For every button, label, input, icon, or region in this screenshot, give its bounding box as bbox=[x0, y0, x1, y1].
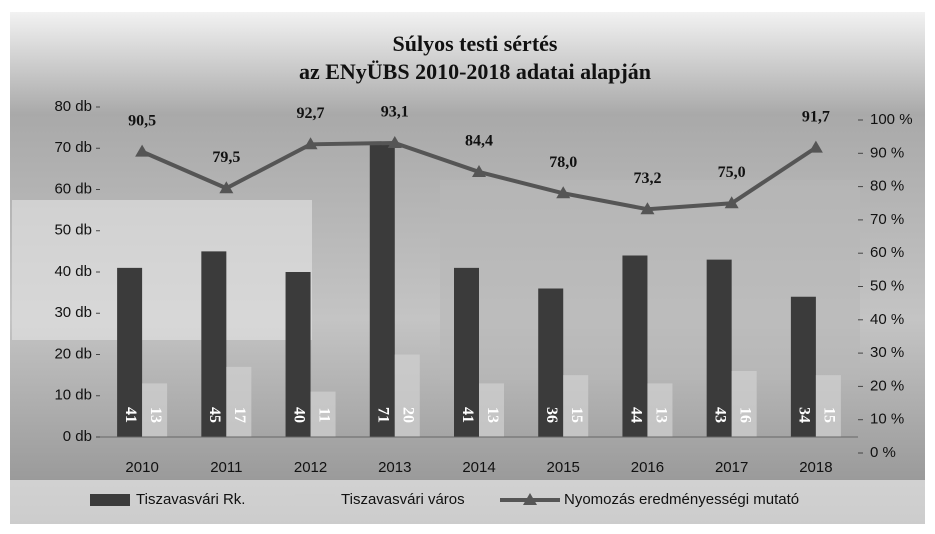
chart-title: az ENyÜBS 2010-2018 adatai alapján bbox=[299, 59, 651, 84]
bar bbox=[370, 144, 395, 437]
chart: Súlyos testi sértés az ENyÜBS 2010-2018 … bbox=[0, 0, 935, 534]
bar-value-label: 44 bbox=[627, 407, 644, 423]
bar-value-label: 45 bbox=[206, 407, 223, 423]
bar-value-label: 13 bbox=[484, 407, 501, 423]
legend-label: Nyomozás eredményességi mutató bbox=[564, 491, 799, 508]
y2-tick-label: 90 % bbox=[870, 144, 904, 161]
bar-value-label: 34 bbox=[796, 407, 813, 423]
bar bbox=[732, 371, 757, 437]
x-tick-label: 2013 bbox=[378, 459, 411, 476]
bar-value-label: 13 bbox=[147, 407, 164, 423]
y2-tick-label: 40 % bbox=[870, 311, 904, 328]
x-tick-label: 2017 bbox=[715, 459, 748, 476]
bar-value-label: 15 bbox=[821, 407, 838, 423]
bar-value-label: 41 bbox=[459, 407, 476, 423]
y2-tick-label: 30 % bbox=[870, 344, 904, 361]
y-tick-label: 60 db bbox=[54, 180, 92, 197]
y2-tick-label: 70 % bbox=[870, 211, 904, 228]
bar-value-label: 71 bbox=[375, 407, 392, 423]
bar bbox=[395, 355, 420, 438]
bar-value-label: 43 bbox=[711, 407, 728, 423]
bar-value-label: 41 bbox=[122, 407, 139, 423]
bar-value-label: 17 bbox=[231, 407, 248, 423]
line-value-label: 79,5 bbox=[212, 149, 240, 166]
legend-swatch bbox=[295, 494, 335, 506]
line-value-label: 92,7 bbox=[297, 105, 325, 122]
y-tick-label: 70 db bbox=[54, 139, 92, 156]
bar-value-label: 20 bbox=[400, 407, 417, 423]
line-value-label: 90,5 bbox=[128, 112, 156, 129]
bar bbox=[226, 367, 251, 437]
y2-tick-label: 80 % bbox=[870, 178, 904, 195]
line-value-label: 73,2 bbox=[633, 170, 661, 187]
y2-tick-label: 0 % bbox=[870, 444, 896, 461]
y2-tick-label: 60 % bbox=[870, 244, 904, 261]
bar-value-label: 15 bbox=[568, 407, 585, 423]
y-tick-label: 50 db bbox=[54, 222, 92, 239]
line-value-label: 75,0 bbox=[718, 164, 746, 181]
x-tick-label: 2010 bbox=[125, 459, 158, 476]
x-tick-label: 2012 bbox=[294, 459, 327, 476]
bar-value-label: 13 bbox=[652, 407, 669, 423]
line-value-label: 91,7 bbox=[802, 108, 830, 125]
line-value-label: 78,0 bbox=[549, 154, 577, 171]
y2-tick-label: 100 % bbox=[870, 111, 913, 128]
chart-title: Súlyos testi sértés bbox=[393, 31, 558, 56]
x-tick-label: 2015 bbox=[547, 459, 580, 476]
legend-swatch bbox=[90, 494, 130, 506]
y2-tick-label: 20 % bbox=[870, 377, 904, 394]
bar-value-label: 36 bbox=[543, 407, 560, 423]
line-value-label: 93,1 bbox=[381, 104, 409, 121]
bar-value-label: 16 bbox=[736, 407, 753, 423]
x-tick-label: 2014 bbox=[462, 459, 495, 476]
y-tick-label: 30 db bbox=[54, 304, 92, 321]
bar-value-label: 40 bbox=[290, 407, 307, 423]
x-tick-label: 2018 bbox=[799, 459, 832, 476]
y2-tick-label: 50 % bbox=[870, 277, 904, 294]
y-tick-label: 0 db bbox=[63, 428, 92, 445]
y2-tick-label: 10 % bbox=[870, 411, 904, 428]
y-tick-label: 40 db bbox=[54, 263, 92, 280]
bar-value-label: 11 bbox=[315, 407, 332, 422]
x-tick-label: 2016 bbox=[631, 459, 664, 476]
y-tick-label: 80 db bbox=[54, 98, 92, 115]
line-value-label: 84,4 bbox=[465, 133, 493, 150]
x-tick-label: 2011 bbox=[210, 459, 242, 476]
legend-label: Tiszavasvári Rk. bbox=[136, 491, 245, 508]
legend-label: Tiszavasvári város bbox=[341, 491, 465, 508]
y-tick-label: 20 db bbox=[54, 345, 92, 362]
y-tick-label: 10 db bbox=[54, 387, 92, 404]
